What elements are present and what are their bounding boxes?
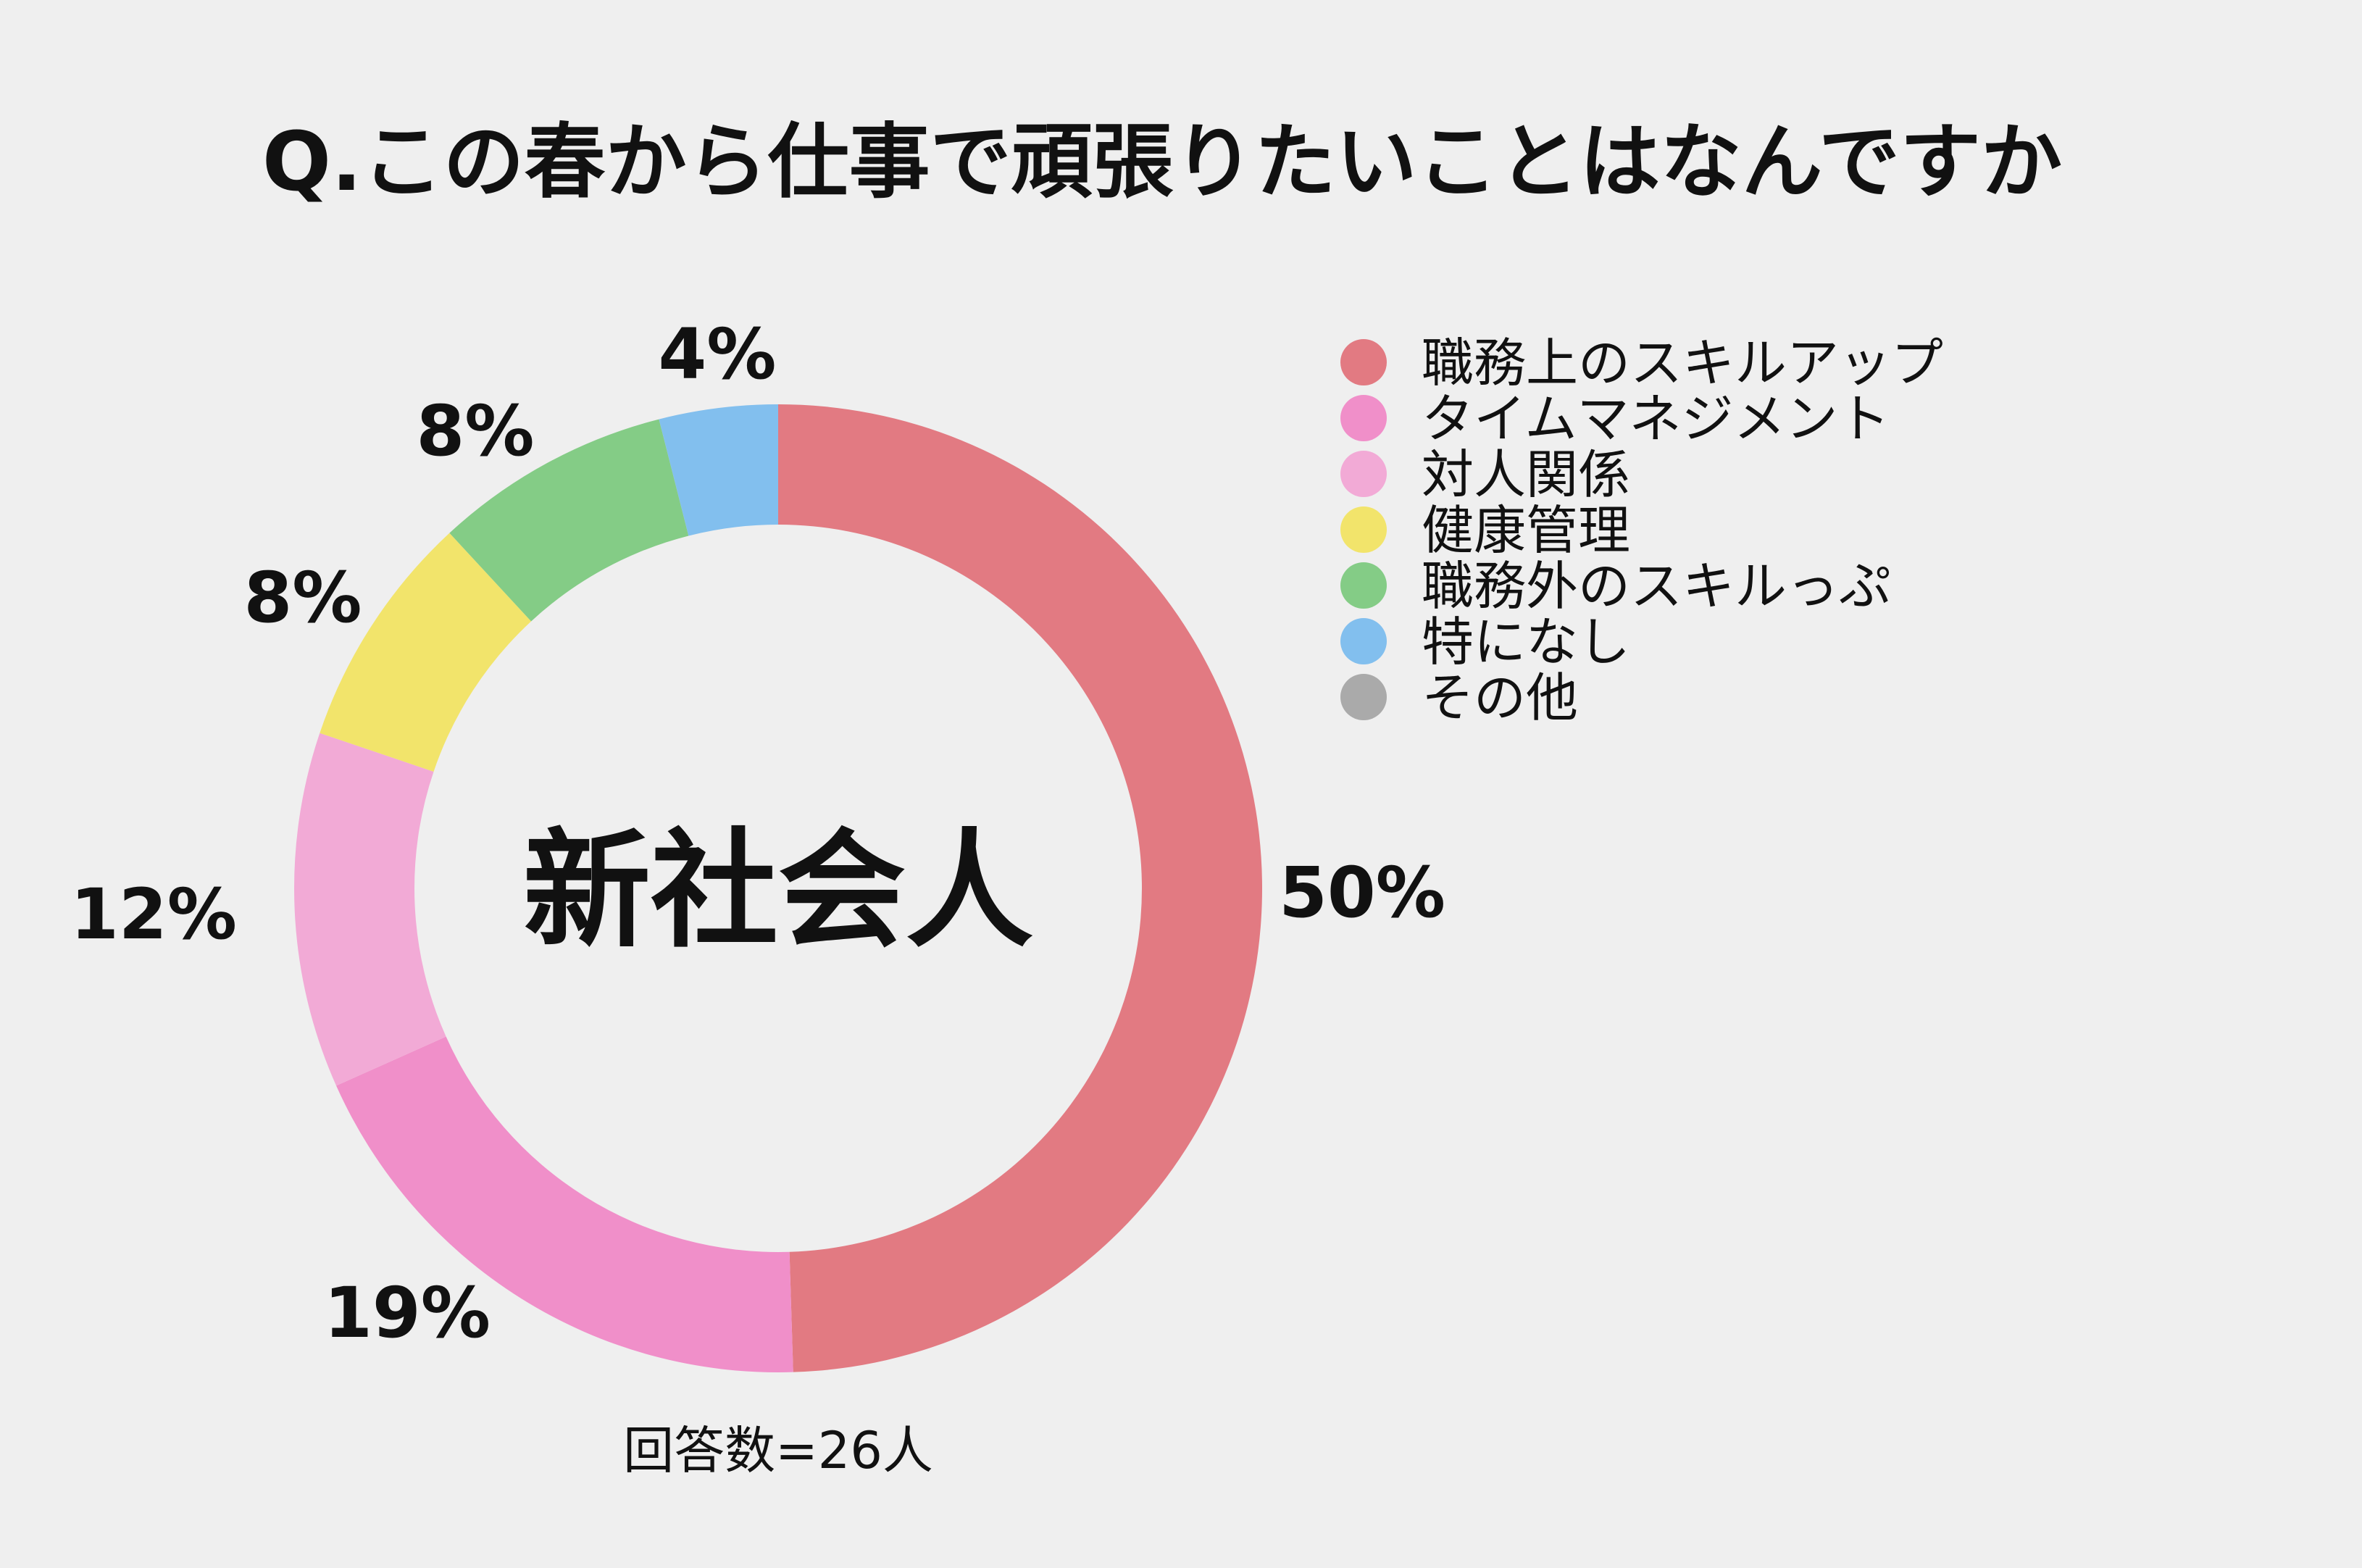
legend-swatch	[1340, 618, 1387, 664]
legend-label: 健康管理	[1422, 500, 1630, 561]
donut-slice	[293, 733, 446, 1086]
center-label: 新社会人	[523, 817, 1033, 965]
legend-swatch	[1340, 339, 1387, 385]
donut-slices	[293, 404, 1263, 1372]
slice-value-labels: 50% 19% 12% 8% 8% 4%	[70, 314, 1445, 1354]
donut-slice	[778, 404, 1263, 1372]
legend-label: タイムマネジメント	[1422, 388, 1890, 449]
donut-slice	[659, 404, 778, 536]
chart-title: Q.この春から仕事で頑張りたいことはなんですか	[262, 115, 2062, 209]
slice-value-label: 8%	[417, 391, 535, 472]
donut-slice	[449, 419, 689, 622]
slice-value-label: 4%	[659, 314, 777, 395]
slice-value-label: 8%	[244, 557, 362, 638]
legend-swatch	[1340, 395, 1387, 441]
legend-swatch	[1340, 674, 1387, 720]
legend-label: その他	[1422, 667, 1578, 728]
legend-swatch	[1340, 506, 1387, 553]
response-count-note: 回答数=26人	[623, 1421, 933, 1480]
legend: 職務上のスキルアップタイムマネジメント対人関係健康管理職務外のスキルっぷ特になし…	[1340, 333, 1943, 728]
legend-label: 特になし	[1422, 612, 1630, 672]
slice-value-label: 50%	[1279, 852, 1445, 933]
legend-label: 職務上のスキルアップ	[1422, 333, 1943, 393]
legend-swatch	[1340, 562, 1387, 609]
slice-value-label: 19%	[324, 1272, 491, 1354]
slice-value-label: 12%	[70, 874, 237, 955]
donut-slice	[336, 1036, 793, 1372]
legend-swatch	[1340, 451, 1387, 497]
donut-slice	[320, 533, 532, 772]
legend-label: 対人関係	[1422, 444, 1630, 505]
legend-label: 職務外のスキルっぷ	[1422, 556, 1891, 617]
